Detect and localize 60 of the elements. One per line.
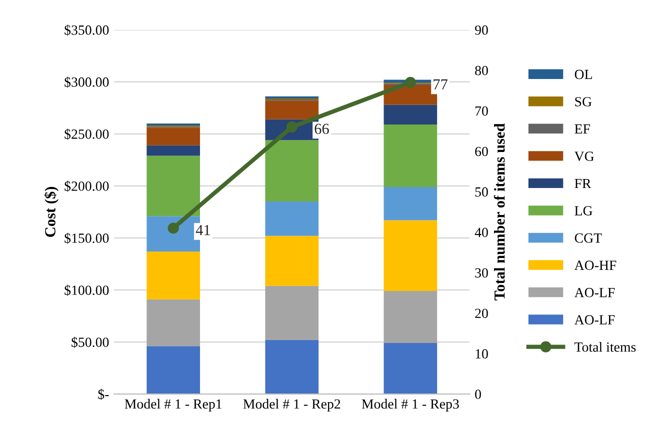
legend-label: CGT	[574, 233, 602, 243]
y-tick-label: $200.00	[64, 180, 109, 192]
y-tick-label: $-	[98, 388, 109, 400]
y-axis-title: Cost ($)	[44, 186, 59, 237]
x-tick-label: Model # 1 - Rep3	[362, 398, 459, 412]
legend-label: SG	[575, 97, 592, 106]
legend-label: FR	[574, 178, 592, 188]
bar	[146, 156, 200, 216]
bar	[146, 145, 200, 156]
y-tick-label: $150.00	[64, 232, 109, 244]
y2-tick-label: 80	[475, 66, 488, 76]
bar	[265, 236, 319, 286]
y2-axis-title: Total number of items used	[494, 123, 505, 300]
y-tick-label: $250.00	[64, 128, 109, 140]
bar	[146, 128, 200, 146]
bar	[146, 123, 200, 126]
x-tick-label: Model # 1 - Rep1	[124, 398, 222, 412]
y-tick-label: $300.00	[64, 76, 109, 88]
y-tick-label: $100.00	[64, 284, 109, 296]
y2-tick-label: 60	[475, 146, 488, 156]
y-tick-label: $350.00	[64, 24, 109, 36]
bar	[146, 299, 200, 346]
y2-tick-label: 70	[475, 106, 488, 116]
x-tick-label: Model # 1 - Rep2	[243, 398, 340, 412]
y2-tick-label: 0	[475, 390, 481, 400]
data-label: 77	[434, 79, 448, 90]
bar	[384, 186, 438, 220]
y-tick-label: $50.00	[72, 336, 109, 348]
y2-tick-label: 30	[475, 268, 488, 278]
bar	[265, 100, 319, 120]
point	[404, 76, 416, 88]
y2-tick-label: 50	[475, 187, 488, 197]
bar	[146, 346, 200, 394]
y2-tick-label: 20	[475, 308, 488, 318]
legend-label: VG	[574, 152, 594, 161]
bar	[384, 220, 438, 292]
bar	[265, 340, 319, 394]
legend-label: LG	[574, 206, 592, 216]
legend-label: AO-LF	[574, 315, 615, 325]
legend-label: Total items	[574, 342, 636, 352]
data-label: 41	[196, 224, 210, 236]
bar	[384, 104, 438, 125]
y2-tick-label: 40	[474, 228, 488, 238]
y2-tick-label: 90	[475, 25, 488, 35]
bar	[384, 343, 438, 394]
bar	[384, 124, 438, 187]
bar	[146, 251, 200, 300]
legend-label: OL	[574, 70, 592, 80]
bar	[265, 202, 319, 236]
point	[286, 121, 298, 133]
bar	[265, 96, 319, 99]
point	[168, 222, 179, 234]
legend-label: AO-HF	[574, 260, 616, 270]
legend-label: EF	[574, 124, 590, 134]
bar	[265, 140, 319, 202]
y2-tick-label: 10	[476, 349, 488, 359]
legend-label: AO-LF	[574, 288, 615, 298]
bar	[384, 291, 438, 344]
data-label: 66	[314, 124, 329, 134]
bar	[265, 286, 319, 340]
